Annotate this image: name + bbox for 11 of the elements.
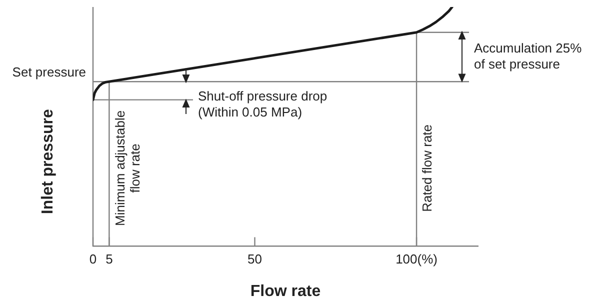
x-tick-label: 50	[248, 252, 262, 267]
ref-line-label: Rated flow rate	[420, 124, 435, 212]
ref-line-label: Minimum adjustable flow rate	[112, 110, 142, 226]
x-tick-label: 0	[89, 252, 97, 267]
x-axis-title: Flow rate	[250, 282, 321, 300]
y-axis-title: Inlet pressure	[39, 109, 56, 214]
x-tick-label: 5	[106, 252, 113, 267]
annotation: Shut-off pressure drop (Within 0.05 MPa)	[198, 88, 328, 120]
annotation: Accumulation 25% of set pressure	[474, 40, 582, 72]
x-tick-label: 100(%)	[396, 252, 438, 267]
ref-line-label: Set pressure	[12, 64, 86, 80]
